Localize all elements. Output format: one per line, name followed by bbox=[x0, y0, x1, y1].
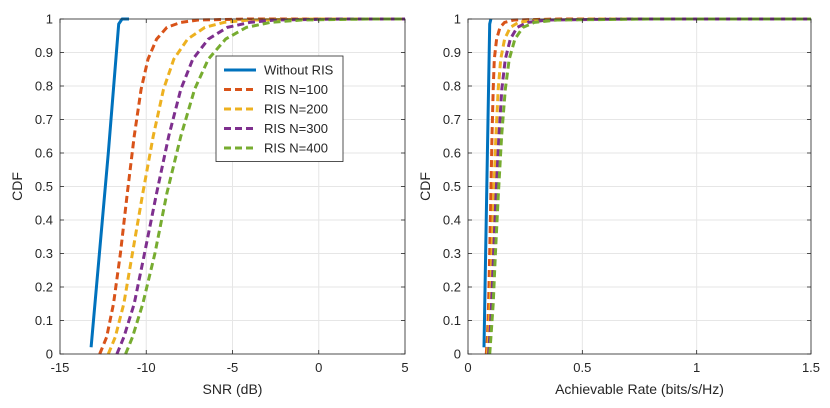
snr-y-tick-label: 0.1 bbox=[35, 313, 53, 328]
rate-x-axis-label: Achievable Rate (bits/s/Hz) bbox=[555, 381, 724, 397]
snr-x-tick-label: 5 bbox=[401, 360, 408, 375]
snr-series-ris-n-400 bbox=[124, 17, 405, 355]
snr-y-tick-label: 0.8 bbox=[35, 79, 53, 94]
rate-x-tick-label: 0.5 bbox=[573, 360, 591, 375]
snr-x-tick-label: -15 bbox=[51, 360, 70, 375]
rate-x-tick-label: 0 bbox=[464, 360, 471, 375]
rate-y-tick-label: 0.8 bbox=[443, 79, 461, 94]
snr-legend-entry: RIS N=200 bbox=[264, 102, 328, 117]
snr-legend: Without RIS RIS N=100 RIS N=200 RIS N=300 RI… bbox=[215, 55, 344, 162]
snr-y-axis-label: CDF bbox=[9, 172, 25, 201]
snr-y-tick-label: 0 bbox=[46, 347, 53, 362]
rate-y-tick-label: 0.6 bbox=[443, 146, 461, 161]
snr-legend-entry: RIS N=400 bbox=[264, 141, 328, 156]
rate-series-ris-n-100 bbox=[484, 17, 811, 355]
rate-x-tick-label: 1.5 bbox=[802, 360, 820, 375]
rate-y-tick-label: 0.5 bbox=[443, 179, 461, 194]
snr-series-ris-n-300 bbox=[115, 17, 405, 355]
snr-legend-entry: Without RIS bbox=[264, 63, 334, 78]
rate-y-axis-label: CDF bbox=[417, 172, 433, 201]
rate-series-group bbox=[482, 17, 811, 355]
rate-x-tick-label: 1 bbox=[693, 360, 700, 375]
snr-y-tick-label: 0.3 bbox=[35, 246, 53, 261]
rate-cdf-panel: 0 0.5 1 1.5 0 0.1 0.2 0.3 0.4 0.5 0.6 0.7 0.8 0.9 1 Ach… bbox=[417, 12, 820, 398]
snr-x-tick-label: -5 bbox=[227, 360, 239, 375]
snr-x-tick-label: -10 bbox=[137, 360, 156, 375]
snr-y-tick-label: 0.6 bbox=[35, 146, 53, 161]
rate-y-tick-label: 0.2 bbox=[443, 280, 461, 295]
rate-y-tick-label: 0 bbox=[454, 347, 461, 362]
rate-y-tick-label: 0.3 bbox=[443, 246, 461, 261]
rate-y-tick-label: 1 bbox=[454, 12, 461, 27]
snr-y-tick-label: 1 bbox=[46, 12, 53, 27]
snr-series-ris-n-100 bbox=[98, 17, 405, 355]
snr-cdf-panel: -15 -10 -5 0 5 0 0.1 0.2 0.3 0.4 0.5 0.6 0.7 0.8 0.9 1 S… bbox=[9, 12, 409, 398]
snr-x-tick-label: 0 bbox=[315, 360, 322, 375]
rate-y-tick-label: 0.1 bbox=[443, 313, 461, 328]
rate-series-ris-n-400 bbox=[488, 17, 811, 355]
rate-y-tick-label: 0.4 bbox=[443, 213, 461, 228]
snr-y-tick-label: 0.5 bbox=[35, 179, 53, 194]
snr-legend-entry: RIS N=300 bbox=[264, 121, 328, 136]
snr-series-ris-n-200 bbox=[106, 17, 405, 355]
snr-y-tick-label: 0.2 bbox=[35, 280, 53, 295]
snr-y-tick-label: 0.4 bbox=[35, 213, 53, 228]
snr-series-group bbox=[89, 17, 405, 355]
snr-x-axis-label: SNR (dB) bbox=[203, 381, 263, 397]
rate-series-without-ris bbox=[482, 18, 493, 348]
snr-y-tick-label: 0.9 bbox=[35, 45, 53, 60]
rate-y-tick-label: 0.9 bbox=[443, 45, 461, 60]
snr-legend-entry: RIS N=100 bbox=[264, 82, 328, 97]
snr-y-tick-label: 0.7 bbox=[35, 112, 53, 127]
rate-y-tick-label: 0.7 bbox=[443, 112, 461, 127]
